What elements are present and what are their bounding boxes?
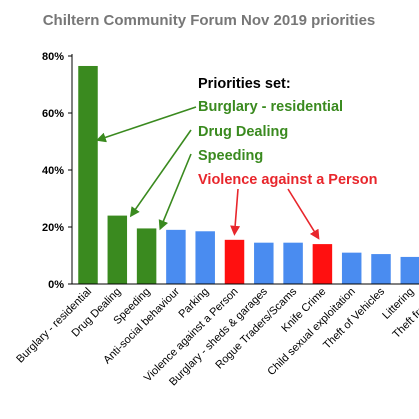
y-axis: 0% 20% 40% 60% 80% bbox=[42, 51, 73, 291]
bar bbox=[341, 252, 362, 284]
annotation-arrow bbox=[129, 129, 192, 218]
annotations: Priorities set: Burglary - residential Dr… bbox=[95, 76, 377, 240]
annotation-arrow bbox=[158, 153, 192, 231]
bar bbox=[312, 244, 333, 284]
y-tick-label: 80% bbox=[42, 51, 64, 63]
annotation-label: Drug Dealing bbox=[198, 124, 288, 140]
chart-title: Chiltern Community Forum Nov 2019 priori… bbox=[43, 12, 376, 29]
annotation-label: Burglary - residential bbox=[198, 99, 343, 115]
bar bbox=[78, 65, 98, 284]
bar bbox=[195, 231, 215, 284]
annotation-arrow bbox=[230, 188, 241, 236]
annotation-label: Speeding bbox=[198, 148, 263, 164]
y-tick-label: 0% bbox=[48, 279, 64, 291]
annotation-label: Violence against a Person bbox=[198, 172, 377, 188]
bar bbox=[224, 239, 245, 284]
y-tick-label: 60% bbox=[42, 108, 64, 120]
bar bbox=[283, 242, 303, 284]
y-tick-label: 20% bbox=[42, 222, 64, 234]
bar bbox=[254, 242, 274, 284]
annotation-arrow bbox=[95, 106, 197, 143]
bar bbox=[400, 256, 419, 284]
y-tick-label: 40% bbox=[42, 165, 64, 177]
bar bbox=[371, 254, 391, 284]
bar bbox=[166, 229, 186, 284]
bar bbox=[136, 228, 157, 284]
bars bbox=[78, 65, 419, 284]
bar bbox=[107, 215, 128, 284]
annotation-heading: Priorities set: bbox=[198, 76, 291, 92]
annotation-arrow bbox=[287, 188, 320, 240]
